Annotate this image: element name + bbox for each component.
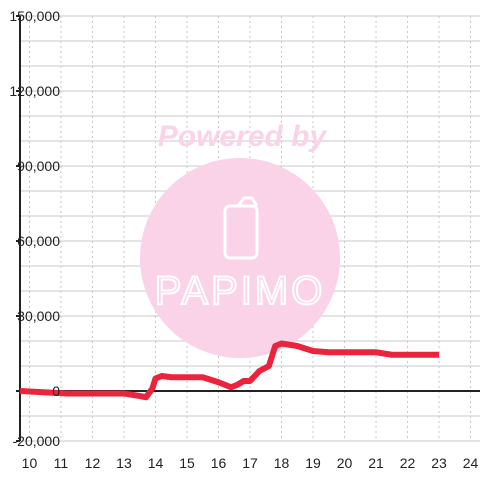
x-tick-label: 20	[337, 455, 353, 471]
x-tick-label: 12	[85, 455, 101, 471]
x-tick-label: 11	[54, 455, 69, 471]
watermark: Powered by PAPIMO	[140, 120, 340, 358]
x-tick-label: 16	[211, 455, 227, 471]
y-tick-label: 30,000	[17, 308, 60, 324]
y-tick-label: 60,000	[17, 233, 60, 249]
x-tick-label: 17	[242, 455, 258, 471]
y-tick-label: -20,000	[13, 433, 61, 449]
phone-icon	[223, 196, 259, 260]
x-tick-label: 10	[22, 455, 38, 471]
tick-labels: -20,000 0 30,000 60,000 90,000 120,000 150,000…	[9, 8, 478, 471]
y-tick-label: 120,000	[9, 83, 60, 99]
y-tick-label: 90,000	[17, 158, 60, 174]
series-line-0	[19, 340, 440, 401]
y-tick-label: 150,000	[9, 8, 60, 24]
x-tick-label: 15	[179, 455, 195, 471]
x-tick-label: 23	[431, 455, 447, 471]
series-layer	[19, 340, 440, 401]
x-tick-label: 18	[274, 455, 290, 471]
x-tick-label: 14	[148, 455, 164, 471]
x-tick-label: 24	[463, 455, 479, 471]
x-tick-label: 22	[400, 455, 416, 471]
x-tick-label: 13	[116, 455, 132, 471]
watermark-powered-by: Powered by	[158, 120, 328, 153]
x-tick-label: 21	[368, 455, 384, 471]
watermark-brand: PAPIMO	[155, 269, 326, 313]
y-tick-label: 0	[52, 383, 60, 399]
x-tick-label: 19	[305, 455, 321, 471]
